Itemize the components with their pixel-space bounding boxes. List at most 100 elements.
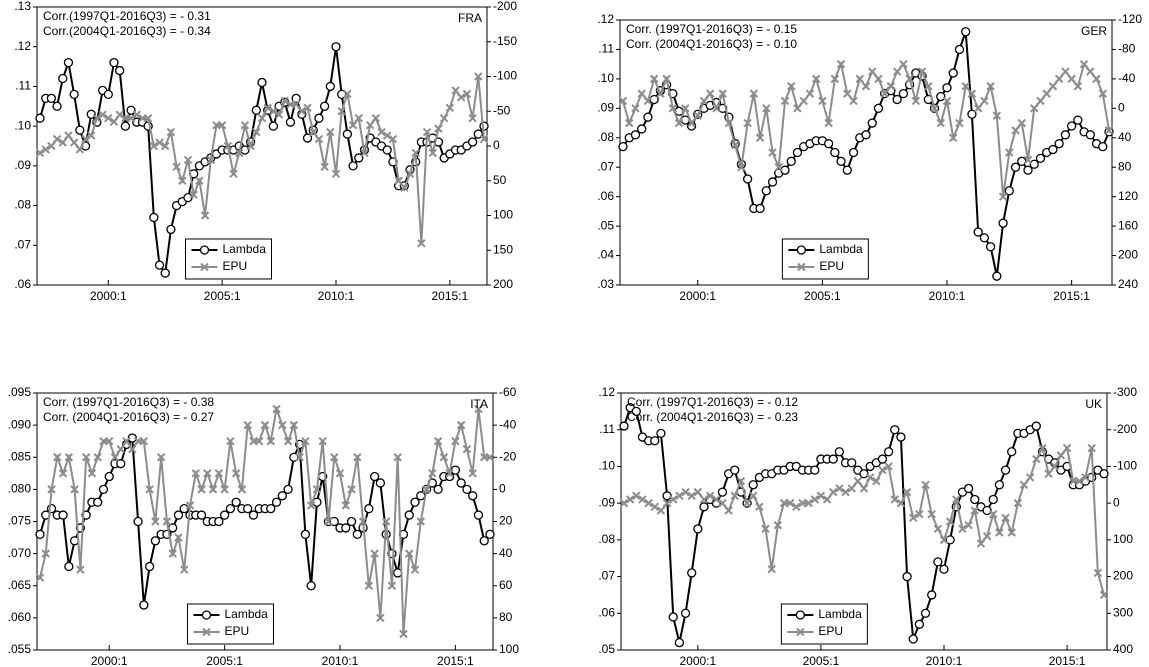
lambda-marker (967, 109, 977, 119)
epu-marker (178, 176, 187, 185)
epu-marker (1007, 528, 1016, 537)
y-tick-label: .07 (598, 569, 615, 583)
epu-marker (183, 155, 193, 165)
epu-marker (637, 89, 646, 98)
epu-marker (330, 453, 339, 462)
epu-marker (237, 485, 247, 494)
lambda-marker (144, 561, 155, 572)
lambda-marker (257, 77, 267, 88)
annotation: Corr. (1997Q1-2016Q3) = - 0.12 (627, 395, 798, 409)
epu-marker (76, 565, 85, 574)
epu-marker (1030, 104, 1039, 113)
legend-marker (202, 627, 211, 637)
epu-marker (650, 502, 659, 512)
annotation: Corr. (1997Q1-2016Q3) = - 0.15 (626, 22, 797, 36)
epu-marker (485, 453, 495, 462)
epu-marker (798, 498, 807, 508)
epu-marker (681, 104, 690, 113)
lambda-marker (329, 516, 339, 527)
lambda-marker (680, 608, 691, 618)
epu-marker (405, 169, 415, 179)
epu-marker (439, 113, 449, 123)
epu-marker (468, 469, 477, 478)
lambda-marker (456, 478, 466, 488)
epu-marker (122, 436, 131, 446)
epu-marker (381, 517, 391, 526)
epu-marker (161, 141, 170, 151)
lambda-marker (462, 484, 472, 495)
x-tick-label: 2015:1 (437, 654, 474, 667)
epu-marker (631, 104, 640, 113)
epu-marker (263, 103, 272, 112)
lambda-marker (160, 268, 170, 278)
epu-marker (410, 565, 420, 574)
epu-marker (289, 420, 299, 430)
x-tick-label: 2010:1 (322, 654, 359, 667)
y-tick-label: .03 (597, 277, 614, 291)
epu-marker (674, 118, 684, 128)
lambda-marker (64, 561, 74, 572)
lambda-marker (46, 93, 57, 103)
lambda-marker (364, 503, 374, 514)
epu-marker (995, 528, 1004, 537)
lambda-marker (1000, 465, 1011, 475)
epu-marker (243, 420, 252, 430)
epu-marker (841, 487, 850, 497)
epu-marker (861, 82, 871, 91)
epu-marker (1044, 469, 1053, 478)
y-tick-label: .085 (8, 449, 32, 463)
epu-marker (370, 549, 379, 558)
epu-marker (998, 192, 1008, 201)
lambda-marker (35, 113, 45, 123)
epu-marker (223, 141, 233, 151)
epu-marker (416, 517, 425, 526)
y-tick-label: .06 (597, 189, 614, 203)
lambda-marker (196, 510, 207, 520)
lambda-marker (927, 590, 937, 600)
epu-marker (1073, 82, 1083, 91)
legend-label: EPU (223, 259, 248, 273)
epu-marker (326, 127, 335, 137)
legend-marker (796, 627, 805, 637)
epu-marker (853, 476, 863, 486)
epu-marker (625, 118, 634, 128)
lambda-marker (1035, 153, 1046, 164)
epu-marker (388, 134, 398, 144)
lambda-marker (761, 186, 771, 196)
lambda-marker (1007, 447, 1017, 457)
epu-marker (829, 487, 838, 497)
y-tick-label: .08 (598, 532, 615, 546)
lambda-marker (319, 101, 330, 111)
epu-marker (743, 118, 752, 128)
lambda-marker (289, 452, 299, 462)
epu-marker (457, 93, 466, 102)
lambda-marker (1054, 139, 1064, 149)
legend-label: Lambda (224, 607, 268, 621)
epu-marker (705, 491, 715, 501)
epu-marker (257, 113, 267, 123)
legend-box (780, 603, 868, 645)
lambda-marker (1004, 186, 1014, 196)
y-tick-label: .05 (597, 218, 614, 232)
y2-tick-label: -120 (1118, 12, 1142, 26)
lambda-marker (382, 145, 392, 155)
y-tick-label: .055 (8, 642, 32, 656)
x-tick-label: 2010:1 (929, 289, 966, 303)
y2-tick-label: -40 (499, 417, 517, 431)
epu-marker (836, 59, 846, 69)
epu-marker (927, 509, 936, 519)
epu-marker (1056, 451, 1066, 460)
epu-marker (909, 513, 918, 523)
lambda-marker (792, 147, 803, 158)
lambda-marker (786, 156, 796, 166)
epu-marker (64, 131, 73, 140)
epu-marker (1050, 462, 1059, 471)
lambda-marker (103, 89, 113, 100)
legend-label: EPU (819, 259, 844, 273)
lambda-marker (970, 494, 980, 505)
lambda-marker (668, 612, 678, 622)
lambda-marker (908, 634, 918, 644)
epu-marker (445, 103, 455, 112)
epu-marker (780, 96, 790, 106)
epu-marker (736, 476, 746, 486)
